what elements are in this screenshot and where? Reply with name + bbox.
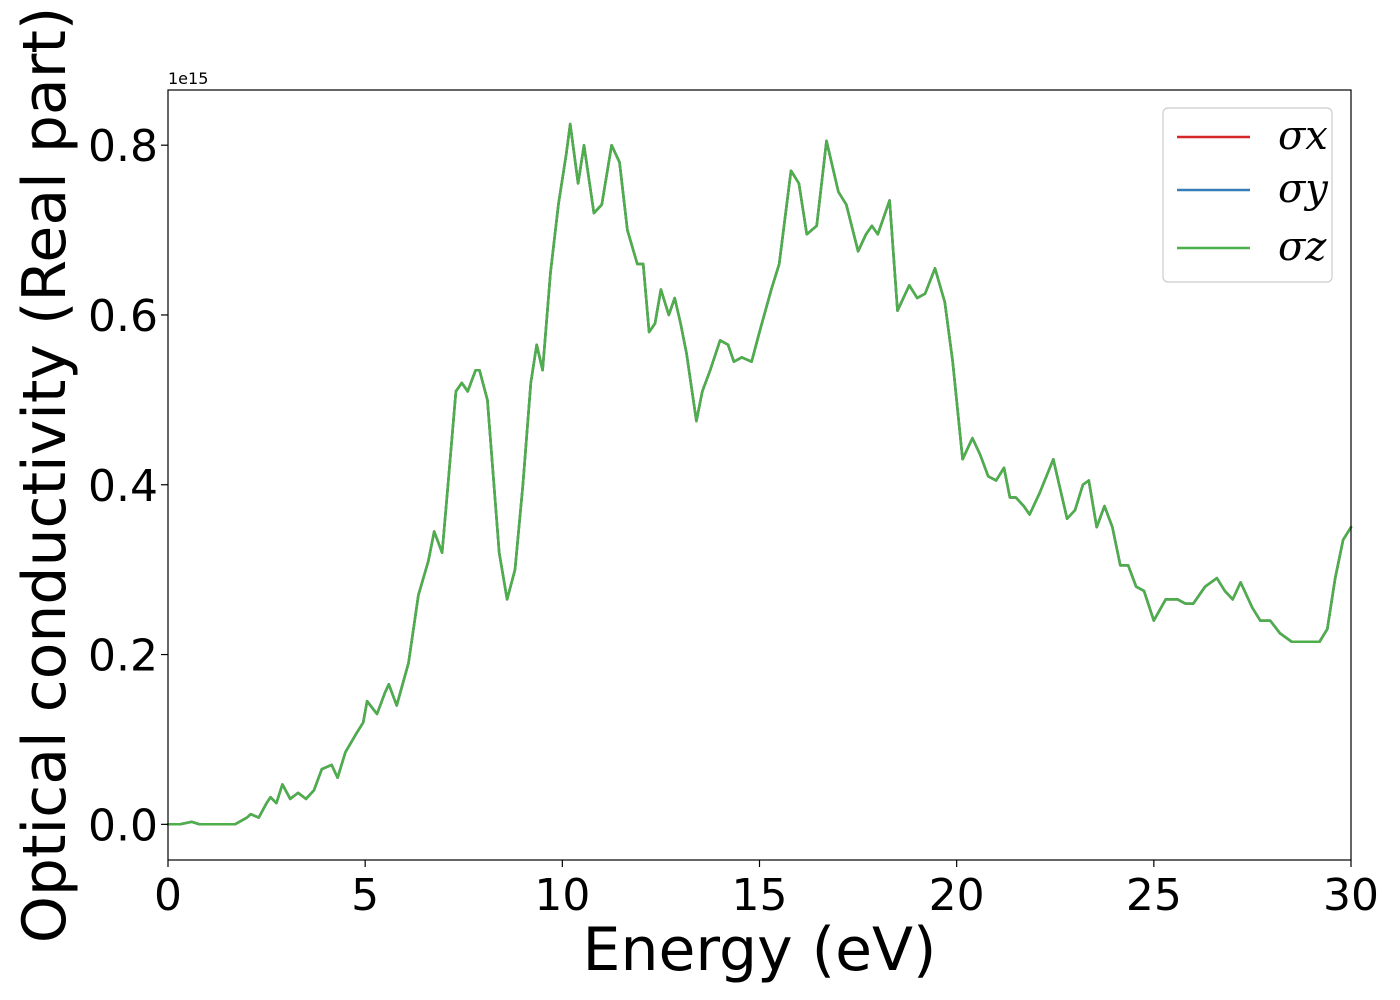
legend-label-1: σx: [1278, 113, 1328, 159]
y-tick-label: 0.4: [88, 461, 158, 512]
legend-label-3: σz: [1278, 224, 1327, 270]
x-tick-label: 5: [351, 870, 379, 921]
y-axis: 0.0 0.2 0.4 0.6 0.8: [88, 121, 168, 851]
legend: σx σy σz: [1162, 107, 1333, 283]
y-tick-label: 0.2: [88, 631, 158, 682]
x-axis-label: Energy (eV): [583, 915, 937, 985]
y-tick-label: 0.8: [88, 121, 158, 172]
legend-label-2: σy: [1278, 166, 1329, 212]
y-axis-label: Optical conductivity (Real part): [10, 7, 80, 944]
x-tick-label: 0: [154, 870, 182, 921]
series-layer: [166, 122, 1353, 826]
legend-box: [1162, 107, 1333, 283]
x-tick-label: 15: [732, 870, 788, 921]
series-line-3: [166, 122, 1353, 826]
x-tick-label: 10: [534, 870, 590, 921]
x-axis: 0 5 10 15 20 25 30: [154, 860, 1379, 921]
y-tick-label: 0.0: [88, 800, 158, 851]
x-tick-label: 30: [1323, 870, 1379, 921]
y-offset-label: 1e15: [168, 69, 208, 88]
x-tick-label: 20: [929, 870, 985, 921]
x-tick-label: 25: [1126, 870, 1182, 921]
y-tick-label: 0.6: [88, 291, 158, 342]
